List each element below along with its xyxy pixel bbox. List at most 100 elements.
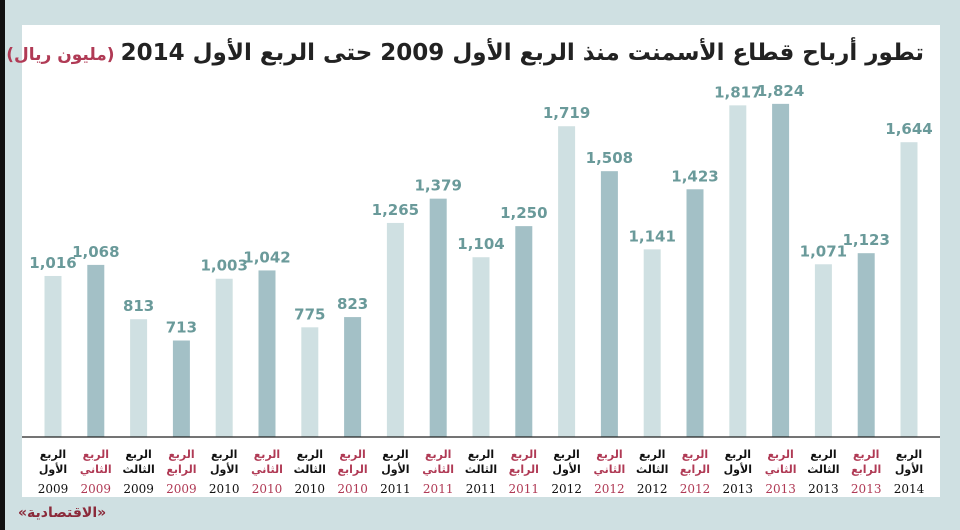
category-label-line1: الربع: [511, 448, 537, 461]
category-label-line2: الأول: [552, 462, 580, 476]
value-label: 1,817: [714, 83, 761, 101]
year-label: 2009: [81, 482, 112, 496]
value-label: 1,003: [200, 257, 247, 275]
category-label-line1: الربع: [553, 448, 579, 461]
bar: [472, 257, 490, 437]
bar: [857, 253, 875, 437]
year-label: 2010: [209, 482, 240, 496]
chart-title: تطور أرباح قطاع الأسمنت منذ الربع الأول …: [6, 40, 924, 66]
bar: [215, 278, 233, 437]
value-label: 1,719: [543, 104, 590, 122]
value-label: 775: [294, 305, 325, 323]
title-text: تطور أرباح قطاع الأسمنت منذ الربع الأول …: [120, 40, 924, 66]
bar: [386, 222, 404, 437]
category-label-line1: الربع: [382, 448, 408, 461]
bar: [258, 270, 276, 437]
category-label-line2: الرابع: [680, 463, 710, 476]
category-label-line1: الربع: [254, 448, 280, 461]
category-label-line2: الثالث: [122, 463, 154, 476]
category-label-line1: الربع: [211, 448, 237, 461]
value-label: 1,071: [800, 242, 847, 260]
year-label: 2009: [38, 482, 69, 496]
category-label-line1: الربع: [767, 448, 793, 461]
value-label: 1,016: [29, 254, 76, 272]
category-label-line1: الربع: [853, 448, 879, 461]
value-label: 1,042: [243, 248, 290, 266]
year-label: 2012: [551, 482, 582, 496]
year-label: 2009: [166, 482, 197, 496]
bar: [558, 126, 576, 437]
left-edge: [0, 0, 5, 530]
bar: [130, 319, 148, 437]
year-label: 2011: [380, 482, 411, 496]
year-label: 2010: [337, 482, 368, 496]
year-label: 2009: [123, 482, 154, 496]
bar: [643, 249, 661, 437]
category-label-line1: الربع: [425, 448, 451, 461]
category-label-line1: الربع: [596, 448, 622, 461]
category-label-line1: الربع: [297, 448, 323, 461]
year-label: 2013: [765, 482, 796, 496]
bar: [729, 105, 747, 437]
category-label-line1: الربع: [810, 448, 836, 461]
year-label: 2011: [509, 482, 540, 496]
year-label: 2010: [295, 482, 326, 496]
category-label-line1: الربع: [468, 448, 494, 461]
year-label: 2010: [252, 482, 283, 496]
bar: [172, 340, 190, 437]
bar: [429, 198, 447, 437]
category-label-line2: الرابع: [338, 463, 368, 476]
value-label: 1,824: [757, 82, 804, 100]
category-label-line1: الربع: [896, 448, 922, 461]
value-label: 713: [166, 319, 197, 337]
bar: [301, 327, 319, 437]
category-label-line2: الثالث: [294, 463, 326, 476]
value-label: 1,379: [414, 177, 461, 195]
value-label: 1,508: [586, 149, 633, 167]
value-label: 1,250: [500, 204, 547, 222]
year-label: 2012: [637, 482, 668, 496]
bar: [814, 264, 832, 437]
category-label-line2: الرابع: [166, 463, 196, 476]
value-label: 1,265: [372, 201, 419, 219]
category-label-line1: الربع: [83, 448, 109, 461]
bar: [87, 264, 105, 437]
year-label: 2012: [594, 482, 625, 496]
category-label-line1: الربع: [639, 448, 665, 461]
category-label-line2: الثاني: [422, 463, 454, 476]
category-label-line2: الأول: [210, 462, 238, 476]
category-label-line2: الأول: [39, 462, 67, 476]
category-label-line2: الأول: [724, 462, 752, 476]
category-label-line2: الثاني: [80, 463, 112, 476]
value-label: 1,068: [72, 243, 119, 261]
category-label-line2: الرابع: [509, 463, 539, 476]
category-label-line2: الثالث: [465, 463, 497, 476]
category-label-line2: الثاني: [594, 463, 626, 476]
value-label: 1,644: [885, 120, 932, 138]
bar: [600, 171, 618, 437]
value-label: 1,104: [457, 235, 504, 253]
value-label: 823: [337, 295, 368, 313]
bar: [44, 275, 62, 437]
bar: [772, 103, 790, 438]
category-label-line1: الربع: [682, 448, 708, 461]
category-label-line2: الرابع: [851, 463, 881, 476]
bar: [900, 142, 918, 437]
category-label-line1: الربع: [125, 448, 151, 461]
year-label: 2011: [423, 482, 454, 496]
year-label: 2011: [466, 482, 497, 496]
source-label: «الاقتصادية»: [18, 505, 107, 521]
bar: [344, 317, 362, 437]
value-label: 1,141: [628, 227, 675, 245]
year-label: 2013: [723, 482, 754, 496]
category-label-line2: الثاني: [765, 463, 797, 476]
category-label-line2: الثالث: [807, 463, 839, 476]
category-label-line2: الأول: [381, 462, 409, 476]
category-label-line1: الربع: [339, 448, 365, 461]
year-label: 2013: [808, 482, 839, 496]
bar: [686, 189, 704, 437]
value-label: 1,123: [842, 231, 889, 249]
unit-label: (مليون ريال): [6, 45, 115, 65]
category-label-line2: الثالث: [636, 463, 668, 476]
